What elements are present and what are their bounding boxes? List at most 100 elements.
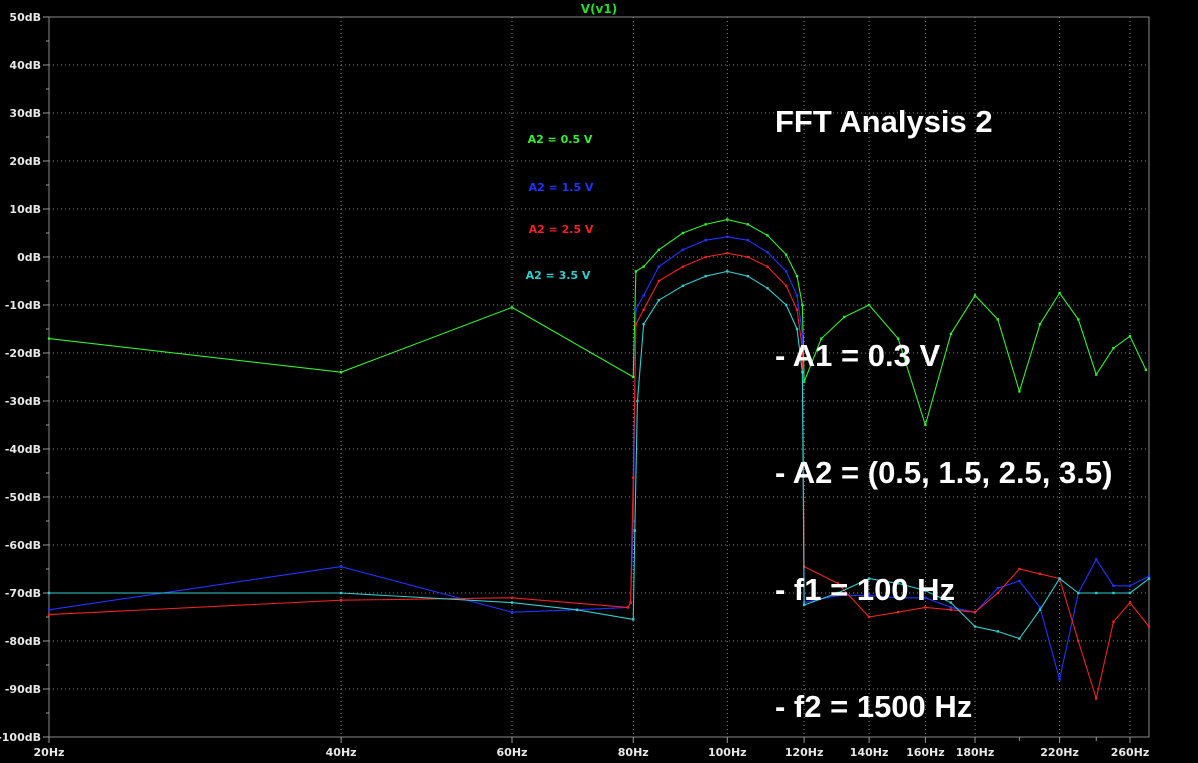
series-point-3 xyxy=(575,608,579,611)
series-point-1 xyxy=(681,248,685,251)
series-point-2 xyxy=(626,606,630,609)
series-point-0 xyxy=(1095,373,1098,376)
series-point-0 xyxy=(634,270,638,273)
series-point-3 xyxy=(924,589,927,592)
series-point-2 xyxy=(510,596,514,599)
series-point-2 xyxy=(704,255,707,259)
series-point-2 xyxy=(836,582,840,585)
series-point-2 xyxy=(801,347,804,350)
annotation-line-f1: - f1 = 100 Hz xyxy=(775,572,956,607)
y-tick-label: 50dB xyxy=(9,11,41,24)
series-point-1 xyxy=(1147,575,1151,578)
annotation-spacer xyxy=(775,219,1112,258)
series-point-1 xyxy=(47,608,51,611)
y-tick-label: -70dB xyxy=(5,587,41,600)
annotation-box: FFT Analysis 2 - A1 = 0.3 V - A2 = (0.5,… xyxy=(775,24,1112,763)
y-tick-label: 10dB xyxy=(9,203,41,216)
series-point-3 xyxy=(633,529,637,532)
series-point-3 xyxy=(1128,591,1132,595)
annotation-line-a2: - A2 = (0.5, 1.5, 2.5, 3.5) xyxy=(775,455,1113,490)
series-point-1 xyxy=(642,294,645,297)
series-point-1 xyxy=(632,519,635,523)
series-point-0 xyxy=(642,265,645,268)
x-tick-label: 160Hz xyxy=(906,746,945,759)
series-point-0 xyxy=(996,318,999,321)
series-point-2 xyxy=(47,613,51,616)
series-point-0 xyxy=(726,218,729,221)
series-point-3 xyxy=(1077,591,1080,595)
y-tick-label: -20dB xyxy=(5,347,41,360)
series-point-2 xyxy=(1038,572,1042,575)
series-point-1 xyxy=(996,587,999,590)
series-point-2 xyxy=(657,279,660,283)
legend-label-2: A2 = 2.5 V xyxy=(529,223,594,236)
y-tick-label: -90dB xyxy=(5,683,41,696)
series-point-0 xyxy=(820,337,823,340)
series-point-3 xyxy=(867,577,871,580)
series-point-2 xyxy=(634,323,638,326)
x-tick-label: 140Hz xyxy=(850,746,889,759)
series-point-0 xyxy=(924,423,927,427)
series-point-0 xyxy=(632,375,635,379)
series-point-2 xyxy=(949,608,953,611)
y-tick-label: -80dB xyxy=(5,635,41,648)
series-layer xyxy=(47,218,1151,700)
series-point-2 xyxy=(996,591,999,595)
series-point-0 xyxy=(510,306,514,309)
series-point-1 xyxy=(766,251,769,254)
series-point-1 xyxy=(1018,579,1021,583)
x-tick-label: 80Hz xyxy=(618,746,649,759)
annotation-line-a1: - A1 = 0.3 V xyxy=(775,338,941,373)
series-point-3 xyxy=(726,270,729,273)
series-point-0 xyxy=(801,303,804,307)
series-point-1 xyxy=(657,265,660,268)
x-tick-label: 180Hz xyxy=(956,746,995,759)
series-point-1 xyxy=(1095,558,1098,561)
series-point-1 xyxy=(726,235,729,239)
series-point-3 xyxy=(896,582,900,585)
x-tick-label: 100Hz xyxy=(708,746,747,759)
series-point-3 xyxy=(996,630,999,633)
series-point-0 xyxy=(949,332,953,335)
series-point-3 xyxy=(657,299,660,302)
series-point-1 xyxy=(1112,584,1115,587)
series-point-0 xyxy=(784,253,788,256)
series-point-3 xyxy=(1095,591,1098,595)
series-point-3 xyxy=(795,327,799,331)
series-point-3 xyxy=(510,601,514,604)
y-tick-label: -50dB xyxy=(5,491,41,504)
series-point-1 xyxy=(634,308,638,311)
series-point-3 xyxy=(746,275,750,278)
series-point-2 xyxy=(784,284,788,287)
series-point-2 xyxy=(339,599,343,602)
series-point-3 xyxy=(681,284,685,287)
series-point-0 xyxy=(1128,335,1132,338)
series-point-0 xyxy=(973,294,977,297)
series-point-2 xyxy=(896,611,900,614)
series-point-3 xyxy=(766,287,769,290)
series-point-1 xyxy=(896,596,900,599)
x-tick-label: 40Hz xyxy=(326,746,357,759)
series-point-2 xyxy=(1112,620,1115,623)
series-point-2 xyxy=(629,601,632,604)
series-point-2 xyxy=(681,265,685,268)
series-point-0 xyxy=(1058,291,1061,295)
series-point-1 xyxy=(1038,606,1042,609)
series-point-3 xyxy=(1038,608,1042,611)
series-point-3 xyxy=(704,275,707,278)
series-point-3 xyxy=(47,591,51,595)
series-point-3 xyxy=(973,625,977,628)
series-point-2 xyxy=(632,476,635,479)
grid xyxy=(43,16,1150,743)
series-point-0 xyxy=(47,337,51,340)
series-point-3 xyxy=(642,323,645,326)
series-point-2 xyxy=(867,615,871,619)
series-point-0 xyxy=(1112,347,1115,350)
series-point-2 xyxy=(766,265,769,268)
series-point-2 xyxy=(795,308,799,311)
series-point-1 xyxy=(795,294,799,297)
series-point-1 xyxy=(801,332,804,335)
series-point-0 xyxy=(766,234,769,237)
series-point-0 xyxy=(681,231,685,235)
series-line-0 xyxy=(48,219,1147,426)
